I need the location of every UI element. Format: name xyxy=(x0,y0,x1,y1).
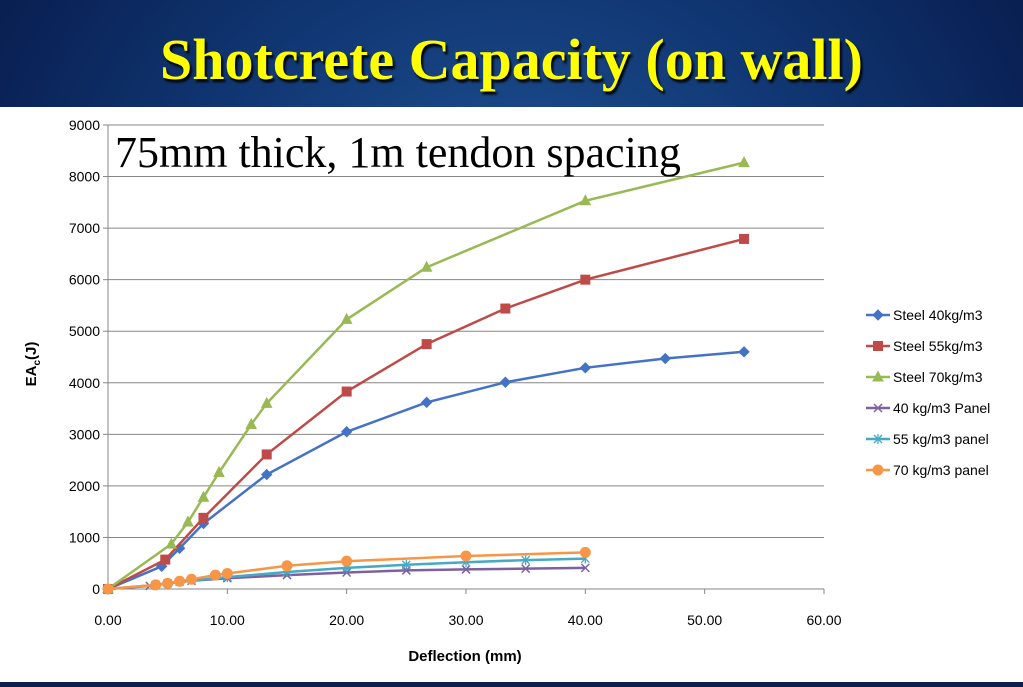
legend-marker xyxy=(873,434,883,444)
data-point xyxy=(260,396,273,408)
x-tick-label: 40.00 xyxy=(568,612,603,628)
y-tick-label: 9000 xyxy=(69,117,100,133)
data-point xyxy=(580,274,591,285)
data-point xyxy=(197,490,210,502)
data-point xyxy=(738,346,750,358)
data-point xyxy=(521,564,531,574)
data-point xyxy=(579,194,592,206)
data-point xyxy=(341,555,353,567)
data-point xyxy=(209,569,221,581)
series-2 xyxy=(103,233,750,594)
legend-marker xyxy=(873,403,883,413)
data-point xyxy=(341,386,352,397)
series-line xyxy=(107,350,745,591)
data-point xyxy=(102,583,114,595)
legend-marker xyxy=(873,341,883,351)
series-group xyxy=(102,156,750,595)
y-tick-label: 8000 xyxy=(69,169,100,185)
y-tick-label: 6000 xyxy=(69,272,100,288)
marker-stroke xyxy=(461,564,471,574)
legend-label: Steel 70kg/m3 xyxy=(893,369,983,385)
series-6 xyxy=(102,546,591,595)
data-point xyxy=(521,555,531,566)
legend-item: Steel 40kg/m3 xyxy=(866,307,983,323)
data-point xyxy=(499,376,512,388)
marker-stroke xyxy=(873,403,883,413)
legend-item: Steel 70kg/m3 xyxy=(866,369,983,385)
y-tick-label: 4000 xyxy=(69,375,100,391)
data-point xyxy=(579,546,591,558)
legend-item: 70 kg/m3 panel xyxy=(866,462,989,478)
y-tick-label: 2000 xyxy=(69,478,100,494)
data-point xyxy=(421,339,432,350)
legend-item: 40 kg/m3 Panel xyxy=(866,400,990,416)
x-tick-label: 50.00 xyxy=(687,612,722,628)
data-point xyxy=(182,515,194,527)
legend-item: Steel 55kg/m3 xyxy=(866,338,983,354)
data-point xyxy=(165,537,178,549)
data-point xyxy=(221,568,233,580)
y-tick-label: 0 xyxy=(92,581,100,597)
x-tick-label: 60.00 xyxy=(806,612,841,628)
legend-label: Steel 40kg/m3 xyxy=(893,307,983,323)
legend-marker xyxy=(872,464,884,476)
marker-stroke xyxy=(580,563,590,573)
legend-label: 55 kg/m3 panel xyxy=(893,431,989,447)
legend-label: 70 kg/m3 panel xyxy=(893,462,989,478)
legend-label: Steel 55kg/m3 xyxy=(893,338,983,354)
legend-label: 40 kg/m3 Panel xyxy=(893,400,990,416)
y-tick-label: 5000 xyxy=(69,323,100,339)
data-point xyxy=(162,577,174,589)
slide-title: Shotcrete Capacity (on wall) xyxy=(160,27,863,92)
data-point xyxy=(160,554,171,565)
data-point xyxy=(340,312,353,324)
x-axis-label: Deflection (mm) xyxy=(408,648,521,665)
axes: 0 1000 2000 3000 4000 5000 6000 7000 8000 9000 0.0… xyxy=(69,117,842,628)
data-point xyxy=(261,468,273,481)
x-tick-label: 20.00 xyxy=(329,612,364,628)
data-point xyxy=(579,362,592,374)
data-point xyxy=(174,575,186,587)
marker-stroke xyxy=(521,564,531,574)
data-point xyxy=(500,303,511,314)
data-point xyxy=(281,560,293,572)
x-tick-label: 30.00 xyxy=(448,612,483,628)
data-point xyxy=(420,396,433,409)
legend-marker xyxy=(872,309,884,321)
data-point xyxy=(186,573,198,585)
series-line xyxy=(107,237,745,591)
x-tick-label: 10.00 xyxy=(210,612,245,628)
series-3 xyxy=(102,156,750,594)
data-point xyxy=(401,559,411,570)
legend-item: 55 kg/m3 panel xyxy=(866,431,989,447)
y-tick-label: 3000 xyxy=(69,426,100,442)
data-point xyxy=(738,156,750,168)
data-point xyxy=(580,563,590,573)
data-point xyxy=(198,512,209,523)
line-chart: 0 1000 2000 3000 4000 5000 6000 7000 8000 9000 0.0… xyxy=(23,117,990,665)
data-point xyxy=(213,465,225,477)
y-tick-label: 7000 xyxy=(69,220,100,236)
legend: Steel 40kg/m3 Steel 55kg/m3 Steel 70kg/m3 4… xyxy=(866,307,990,478)
data-point xyxy=(150,579,162,591)
data-point xyxy=(460,550,472,562)
data-point xyxy=(420,260,433,272)
data-point xyxy=(739,233,750,244)
x-tick-label: 0.00 xyxy=(94,612,121,628)
y-axis-label: EAc(J) xyxy=(23,342,43,387)
legend-marker xyxy=(872,370,884,382)
data-point xyxy=(340,426,353,438)
gridlines xyxy=(108,124,824,590)
data-point xyxy=(261,449,272,460)
data-point xyxy=(245,417,258,430)
y-tick-label: 1000 xyxy=(69,529,100,545)
chart-area: 0 1000 2000 3000 4000 5000 6000 7000 8000 9000 0.0… xyxy=(0,107,1023,682)
data-point xyxy=(659,352,671,365)
data-point xyxy=(461,564,471,574)
chart-annotation: 75mm thick, 1m tendon spacing xyxy=(115,128,681,177)
